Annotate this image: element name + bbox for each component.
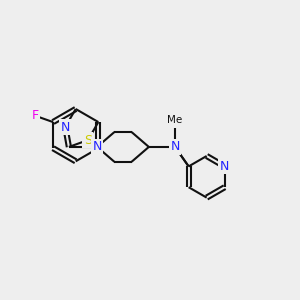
Text: S: S [84, 134, 92, 147]
Text: Me: Me [167, 115, 183, 124]
Text: F: F [31, 109, 38, 122]
Text: N: N [61, 121, 70, 134]
Text: N: N [92, 140, 102, 153]
Text: N: N [220, 160, 230, 173]
Text: N: N [170, 140, 180, 153]
